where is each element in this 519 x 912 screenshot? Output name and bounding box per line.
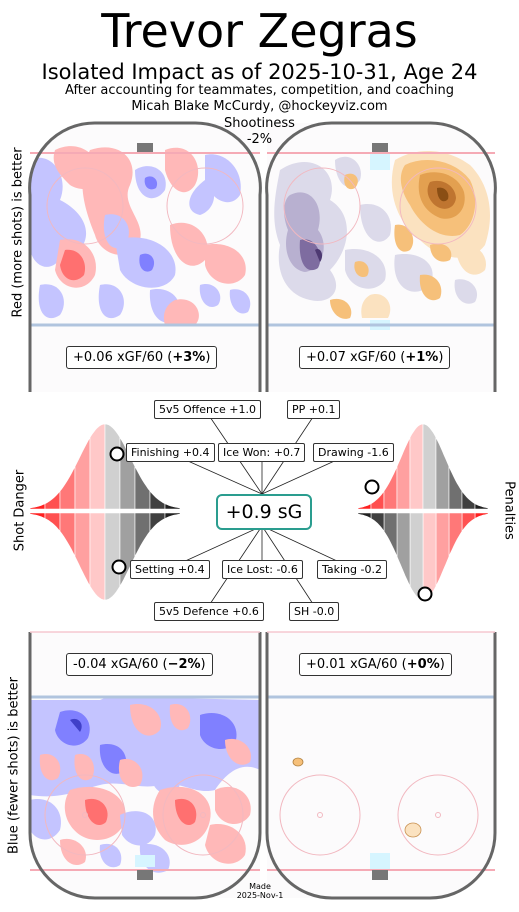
xga-5v5-box: -0.04 xGA/60 (−2%) bbox=[66, 653, 213, 676]
shot-danger-lower-bands bbox=[29, 512, 181, 601]
distribution-band bbox=[383, 512, 398, 557]
distribution-band bbox=[104, 423, 121, 510]
distribution-band bbox=[164, 503, 181, 510]
distribution-band bbox=[383, 466, 398, 510]
distribution-band bbox=[409, 512, 424, 601]
distribution-band bbox=[474, 503, 489, 510]
page-title: Trevor Zegras bbox=[101, 4, 418, 58]
distribution-band bbox=[29, 503, 46, 510]
component-sh: SH -0.0 bbox=[289, 602, 340, 621]
component-5v5-offence: 5v5 Offence +1.0 bbox=[154, 400, 262, 419]
xgf-pp-box: +0.07 xGF/60 (+1%) bbox=[299, 346, 451, 369]
label-blue-better: Blue (fewer shots) is better bbox=[6, 677, 22, 854]
distribution-band bbox=[89, 512, 106, 601]
distribution-band bbox=[448, 466, 463, 510]
component-ice-won: Ice Won: +0.7 bbox=[218, 443, 306, 462]
shootiness-value: -2% bbox=[246, 132, 273, 147]
distribution-band bbox=[396, 512, 411, 587]
distribution-band bbox=[134, 466, 151, 510]
component-5v5-defence: 5v5 Defence +0.6 bbox=[154, 602, 264, 621]
heatmap-pp-offence bbox=[274, 150, 490, 330]
distribution-band bbox=[435, 437, 450, 510]
distribution-band bbox=[357, 512, 372, 520]
distribution-band bbox=[435, 512, 450, 587]
distribution-band bbox=[422, 423, 437, 510]
heatmap-5v5-defence bbox=[30, 695, 260, 873]
distribution-band bbox=[448, 512, 463, 557]
distribution-band bbox=[104, 512, 121, 601]
distribution-band bbox=[357, 503, 372, 510]
distribution-band bbox=[461, 512, 476, 533]
rink-5v5-defence bbox=[28, 632, 262, 900]
distribution-band bbox=[134, 512, 151, 557]
distribution-band bbox=[149, 512, 166, 533]
drawing-marker bbox=[364, 479, 380, 495]
penalties-upper-bands bbox=[357, 423, 489, 510]
shootiness-label: Shootiness bbox=[224, 116, 295, 131]
heatmap-sh-defence bbox=[292, 757, 422, 869]
label-penalties: Penalties bbox=[501, 481, 517, 540]
distribution-band bbox=[396, 437, 411, 510]
distribution-band bbox=[409, 423, 424, 510]
component-pp: PP +0.1 bbox=[287, 400, 341, 419]
distribution-band bbox=[370, 512, 385, 533]
penalties-distribution bbox=[357, 423, 489, 601]
rink-sh-defence bbox=[265, 632, 497, 900]
component-setting: Setting +0.4 bbox=[130, 560, 210, 579]
credit-line-2: Micah Blake McCurdy, @hockeyviz.com bbox=[131, 99, 388, 114]
label-red-better: Red (more shots) is better bbox=[10, 147, 26, 318]
taking-marker bbox=[417, 586, 433, 602]
component-taking: Taking -0.2 bbox=[317, 560, 387, 579]
xgf-5v5-box: +0.06 xGF/60 (+3%) bbox=[66, 346, 218, 369]
distribution-band bbox=[29, 512, 46, 519]
finishing-marker bbox=[109, 446, 125, 462]
made-date: Made 2025-Nov-1 bbox=[236, 882, 284, 900]
penalties-lower-bands bbox=[357, 512, 489, 601]
rink-5v5-offence bbox=[28, 121, 262, 393]
distribution-band bbox=[461, 490, 476, 510]
xga-sh-box: +0.01 xGA/60 (+0%) bbox=[299, 653, 452, 676]
distribution-band bbox=[474, 512, 489, 520]
distribution-band bbox=[59, 512, 76, 557]
page-subtitle: Isolated Impact as of 2025-10-31, Age 24 bbox=[41, 60, 478, 84]
shot-danger-distribution bbox=[29, 423, 181, 601]
heatmap-5v5-offence bbox=[30, 146, 251, 325]
distribution-band bbox=[164, 512, 181, 519]
setting-marker bbox=[111, 559, 127, 575]
shot-danger-upper-bands bbox=[29, 423, 181, 510]
distribution-band bbox=[89, 423, 106, 510]
component-finishing: Finishing +0.4 bbox=[126, 443, 215, 462]
credit-line-1: After accounting for teammates, competit… bbox=[65, 83, 454, 98]
distribution-band bbox=[74, 512, 91, 588]
distribution-band bbox=[44, 490, 61, 510]
distribution-band bbox=[149, 490, 166, 510]
component-ice-lost: Ice Lost: -0.6 bbox=[222, 560, 303, 579]
component-drawing: Drawing -1.6 bbox=[313, 443, 394, 462]
total-sg-box: +0.9 sG bbox=[216, 494, 312, 530]
distribution-band bbox=[59, 466, 76, 510]
distribution-band bbox=[74, 436, 91, 510]
distribution-band bbox=[44, 512, 61, 533]
label-shot-danger: Shot Danger bbox=[12, 469, 28, 552]
